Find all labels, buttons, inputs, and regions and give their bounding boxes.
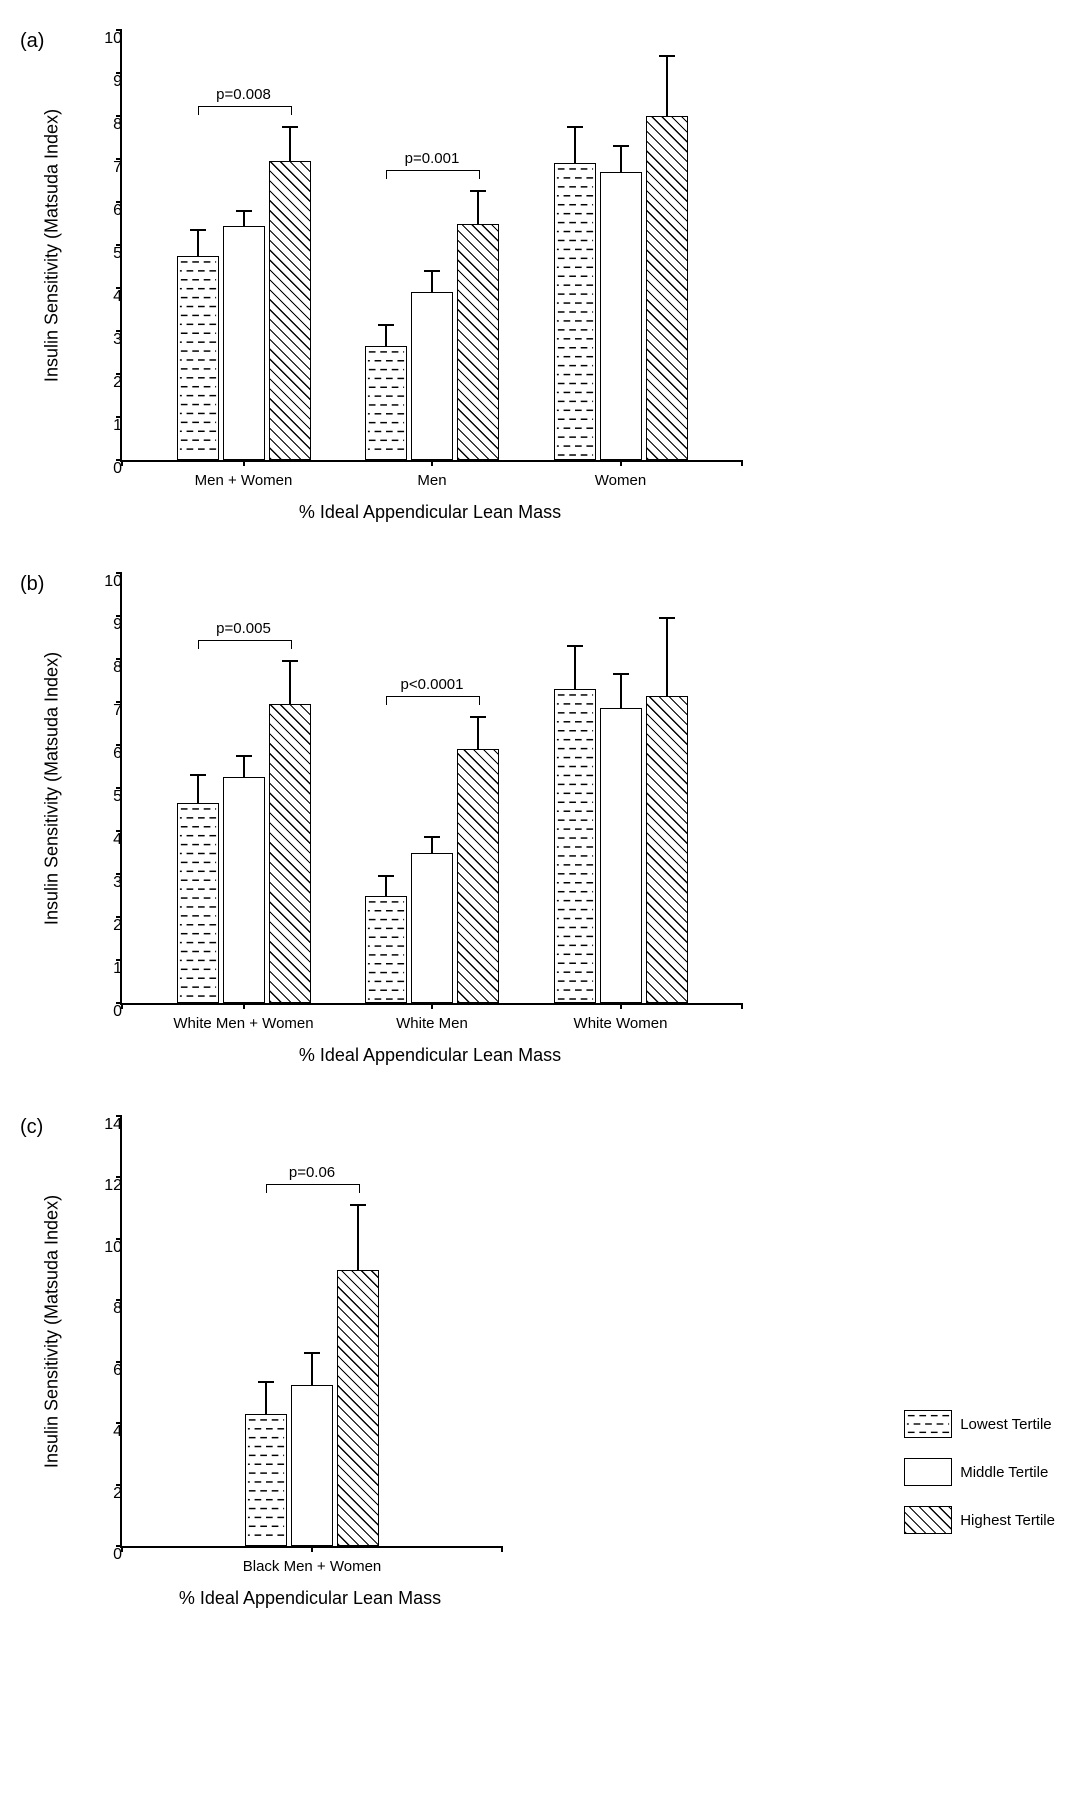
bar	[554, 689, 596, 1003]
y-tick-label: 8	[92, 116, 122, 134]
y-tick-label: 5	[92, 245, 122, 263]
y-tick-label: 8	[92, 1300, 122, 1318]
y-tick-label: 4	[92, 831, 122, 849]
y-tick-label: 2	[92, 1485, 122, 1503]
x-group-label: White Men + Women	[173, 1015, 313, 1032]
y-tick-label: 0	[92, 1546, 122, 1564]
bar	[411, 292, 453, 460]
y-tick-label: 5	[92, 788, 122, 806]
bar	[554, 163, 596, 460]
bar	[457, 749, 499, 1003]
bar	[245, 1414, 287, 1546]
x-axis-title: % Ideal Appendicular Lean Mass	[120, 502, 740, 523]
legend-swatch	[904, 1458, 952, 1486]
y-tick-label: 3	[92, 331, 122, 349]
significance-label: p=0.06	[289, 1164, 335, 1181]
bar	[646, 116, 688, 460]
y-tick-label: 14	[92, 1116, 122, 1134]
chart-area: 012345678910Insulin Sensitivity (Matsuda…	[120, 573, 742, 1005]
y-tick-label: 7	[92, 702, 122, 720]
y-tick-label: 3	[92, 874, 122, 892]
legend-label: Highest Tertile	[960, 1512, 1055, 1529]
legend-item: Highest Tertile	[904, 1506, 1055, 1534]
legend-item: Middle Tertile	[904, 1458, 1055, 1486]
figure: (a)012345678910Insulin Sensitivity (Mats…	[20, 30, 1065, 1609]
y-tick-label: 6	[92, 1362, 122, 1380]
y-tick-label: 4	[92, 1423, 122, 1441]
significance-label: p<0.0001	[401, 676, 464, 693]
y-tick-label: 9	[92, 616, 122, 634]
panel-label: (b)	[20, 573, 44, 596]
y-tick-label: 0	[92, 460, 122, 478]
y-tick-label: 6	[92, 745, 122, 763]
panel-a: (a)012345678910Insulin Sensitivity (Mats…	[20, 30, 1065, 523]
bar	[337, 1270, 379, 1546]
y-tick-label: 2	[92, 374, 122, 392]
bar	[269, 161, 311, 460]
significance-label: p=0.001	[405, 150, 460, 167]
bar	[365, 346, 407, 460]
legend: Lowest Tertile Middle Tertile Highest Tert…	[904, 1410, 1055, 1554]
y-tick-label: 10	[92, 1239, 122, 1257]
legend-swatch	[904, 1410, 952, 1438]
y-tick-label: 10	[92, 573, 122, 591]
legend-swatch	[904, 1506, 952, 1534]
x-group-label: Women	[595, 472, 646, 489]
y-tick-label: 4	[92, 288, 122, 306]
y-axis-title: Insulin Sensitivity (Matsuda Index)	[42, 1172, 63, 1492]
bar	[223, 226, 265, 460]
y-tick-label: 12	[92, 1177, 122, 1195]
x-axis-title: % Ideal Appendicular Lean Mass	[120, 1045, 740, 1066]
y-tick-label: 2	[92, 917, 122, 935]
y-tick-label: 10	[92, 30, 122, 48]
legend-label: Middle Tertile	[960, 1464, 1048, 1481]
bar	[177, 803, 219, 1003]
x-axis-title: % Ideal Appendicular Lean Mass	[120, 1588, 500, 1609]
chart-area: 02468101214Insulin Sensitivity (Matsuda …	[120, 1116, 502, 1548]
bar	[600, 708, 642, 1003]
y-tick-label: 7	[92, 159, 122, 177]
y-tick-label: 1	[92, 960, 122, 978]
panel-b: (b)012345678910Insulin Sensitivity (Mats…	[20, 573, 1065, 1066]
bar	[646, 696, 688, 1003]
legend-item: Lowest Tertile	[904, 1410, 1055, 1438]
x-group-label: White Women	[574, 1015, 668, 1032]
y-tick-label: 9	[92, 73, 122, 91]
y-tick-label: 6	[92, 202, 122, 220]
y-tick-label: 0	[92, 1003, 122, 1021]
significance-label: p=0.005	[216, 620, 271, 637]
panel-label: (c)	[20, 1116, 43, 1139]
y-tick-label: 1	[92, 417, 122, 435]
bar	[223, 777, 265, 1003]
significance-label: p=0.008	[216, 86, 271, 103]
y-axis-title: Insulin Sensitivity (Matsuda Index)	[42, 629, 63, 949]
bar	[365, 896, 407, 1004]
bar	[600, 172, 642, 460]
y-axis-title: Insulin Sensitivity (Matsuda Index)	[42, 86, 63, 406]
x-group-label: White Men	[396, 1015, 468, 1032]
bar	[457, 224, 499, 461]
legend-label: Lowest Tertile	[960, 1416, 1051, 1433]
x-group-label: Men + Women	[195, 472, 293, 489]
bar	[269, 704, 311, 1003]
panel-label: (a)	[20, 30, 44, 53]
y-tick-label: 8	[92, 659, 122, 677]
bar	[177, 256, 219, 460]
bar	[291, 1385, 333, 1546]
x-group-label: Men	[417, 472, 446, 489]
bar	[411, 853, 453, 1004]
x-group-label: Black Men + Women	[243, 1558, 382, 1575]
chart-area: 012345678910Insulin Sensitivity (Matsuda…	[120, 30, 742, 462]
